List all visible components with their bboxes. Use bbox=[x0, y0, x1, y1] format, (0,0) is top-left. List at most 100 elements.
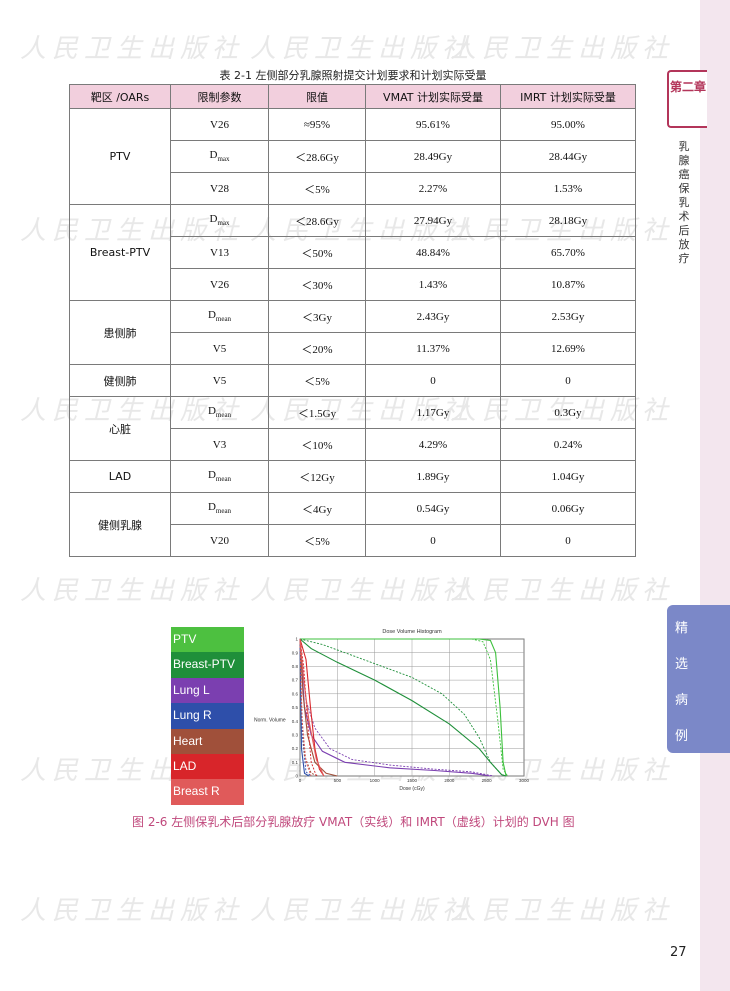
y-tick-label: 0.3 bbox=[292, 733, 299, 738]
series-line-lad bbox=[299, 638, 317, 777]
watermark-text: 人民卫生出版社 bbox=[20, 576, 245, 606]
limit-cell: ＜30% bbox=[268, 268, 366, 301]
group-name-cell: PTV bbox=[69, 108, 171, 205]
group-name-cell: 患侧肺 bbox=[69, 300, 171, 365]
vmat-cell: 0 bbox=[365, 364, 501, 397]
vmat-cell: 2.43Gy bbox=[365, 300, 501, 333]
limit-cell: ＜28.6Gy bbox=[268, 140, 366, 173]
limit-cell: ＜4Gy bbox=[268, 492, 366, 525]
page-number: 27 bbox=[670, 945, 687, 960]
table-row: 健侧乳腺 Dmean ＜4Gy 0.54Gy 0.06Gy bbox=[69, 492, 636, 557]
param-text: D bbox=[207, 501, 216, 514]
watermark-text: 人民卫生出版社 bbox=[20, 896, 245, 926]
param-text: V28 bbox=[210, 182, 229, 195]
section-tab: 精 选 病 例 bbox=[667, 605, 730, 753]
imrt-cell: 95.00% bbox=[500, 108, 636, 141]
x-tick-label: 1000 bbox=[370, 778, 381, 783]
series-line-breast-r bbox=[299, 638, 312, 777]
param-text: D bbox=[207, 469, 216, 482]
section-char: 例 bbox=[675, 729, 689, 744]
vmat-cell: 2.27% bbox=[365, 172, 501, 205]
vmat-cell: 0 bbox=[365, 524, 501, 557]
legend-item: Breast-PTV bbox=[171, 652, 244, 678]
param-cell: Dmean bbox=[170, 300, 269, 333]
section-char: 选 bbox=[675, 657, 689, 672]
imrt-cell: 0.24% bbox=[500, 428, 636, 461]
param-text: V13 bbox=[210, 246, 229, 259]
sidebar-strip bbox=[700, 0, 730, 991]
series-line-lung-r bbox=[299, 638, 310, 777]
limit-cell: ＜20% bbox=[268, 332, 366, 365]
param-cell: Dmax bbox=[170, 140, 269, 173]
header-cell: 靶区 /OARs bbox=[69, 84, 171, 109]
table-row: 患侧肺 Dmean ＜3Gy 2.43Gy 2.53Gy bbox=[69, 300, 636, 365]
watermark-text: 人民卫生出版社 bbox=[250, 576, 475, 606]
group-name-cell: Breast-PTV bbox=[69, 204, 171, 301]
legend-item: Lung R bbox=[171, 703, 244, 729]
limit-cell: ＜10% bbox=[268, 428, 366, 461]
param-cell: V28 bbox=[170, 172, 269, 205]
group-name-cell: 健侧乳腺 bbox=[69, 492, 171, 557]
table-row: 心脏 Dmean ＜1.5Gy 1.17Gy 0.3Gy bbox=[69, 396, 636, 461]
table-row: V26 ＜30% 1.43% 10.87% bbox=[70, 268, 636, 301]
group-name-cell: LAD bbox=[69, 460, 171, 493]
y-tick-label: 1 bbox=[295, 637, 298, 642]
param-cell: Dmean bbox=[170, 460, 269, 493]
param-cell: Dmean bbox=[170, 396, 269, 429]
table-row: V20 ＜5% 0 0 bbox=[70, 524, 636, 557]
table-row: LAD Dmean ＜12Gy 1.89Gy 1.04Gy bbox=[69, 460, 636, 493]
chapter-label: 第二章 bbox=[667, 70, 707, 128]
limit-cell: ＜5% bbox=[268, 364, 366, 397]
table-row: PTV V26 ≈95% 95.61% 95.00% bbox=[69, 108, 636, 205]
x-axis-label: Dose (cGy) bbox=[399, 786, 425, 792]
x-tick-label: 3000 bbox=[519, 778, 530, 783]
table-row: Dmax ＜28.6Gy 28.49Gy 28.44Gy bbox=[70, 140, 636, 173]
param-cell: V3 bbox=[170, 428, 269, 461]
imrt-cell: 1.53% bbox=[500, 172, 636, 205]
watermark-text: 人民卫生出版社 bbox=[20, 34, 245, 64]
param-cell: V26 bbox=[170, 108, 269, 141]
header-cell: 限制参数 bbox=[170, 84, 269, 109]
y-tick-label: 0.6 bbox=[292, 691, 299, 696]
param-text: V26 bbox=[210, 278, 229, 291]
param-text: V3 bbox=[212, 438, 227, 451]
header-cell: VMAT 计划实际受量 bbox=[365, 84, 501, 109]
legend-item: LAD bbox=[171, 753, 244, 780]
chart-title: Dose Volume Histogram bbox=[382, 629, 442, 635]
header-cell: IMRT 计划实际受量 bbox=[500, 84, 636, 109]
param-subscript: mean bbox=[215, 507, 232, 516]
param-cell: V5 bbox=[170, 332, 269, 365]
limit-cell: ＜3Gy bbox=[268, 300, 366, 333]
imrt-cell: 10.87% bbox=[500, 268, 636, 301]
vmat-cell: 1.17Gy bbox=[365, 396, 501, 429]
table-row: 健侧肺 V5 ＜5% 0 0 bbox=[69, 364, 636, 397]
watermark-text: 人民卫生出版社 bbox=[250, 896, 475, 926]
imrt-cell: 28.18Gy bbox=[500, 204, 636, 237]
param-text: D bbox=[209, 213, 218, 226]
y-tick-label: 0.1 bbox=[292, 760, 299, 765]
imrt-cell: 1.04Gy bbox=[500, 460, 636, 493]
param-subscript: mean bbox=[215, 315, 232, 324]
limit-cell: ≈95% bbox=[268, 108, 366, 141]
y-tick-label: 0.9 bbox=[292, 650, 299, 655]
imrt-cell: 0.06Gy bbox=[500, 492, 636, 525]
vmat-cell: 1.89Gy bbox=[365, 460, 501, 493]
y-tick-label: 0.5 bbox=[292, 705, 299, 710]
x-tick-label: 2500 bbox=[482, 778, 493, 783]
series-line-ptv bbox=[300, 638, 508, 777]
table-body: PTV V26 ≈95% 95.61% 95.00% Dmax ＜28.6Gy 28.49Gy… bbox=[69, 108, 636, 557]
param-cell: V20 bbox=[170, 524, 269, 557]
limit-cell: ＜12Gy bbox=[268, 460, 366, 493]
x-tick-label: 2000 bbox=[444, 778, 455, 783]
limit-cell: ＜50% bbox=[268, 236, 366, 269]
imrt-cell: 0 bbox=[500, 524, 636, 557]
watermark-text: 人民卫生出版社 bbox=[250, 34, 475, 64]
legend-item: Lung L bbox=[171, 677, 244, 704]
chart-legend: PTV Breast-PTV Lung L Lung R Heart LAD Breast … bbox=[171, 627, 244, 805]
series-line-lung-l bbox=[299, 638, 495, 777]
table-row: V28 ＜5% 2.27% 1.53% bbox=[70, 172, 636, 205]
table-caption: 表 2-1 左侧部分乳腺照射提交计划要求和计划实际受量 bbox=[219, 69, 487, 82]
vmat-cell: 95.61% bbox=[365, 108, 501, 141]
x-tick-label: 1500 bbox=[407, 778, 418, 783]
y-tick-label: 0.4 bbox=[292, 719, 299, 724]
